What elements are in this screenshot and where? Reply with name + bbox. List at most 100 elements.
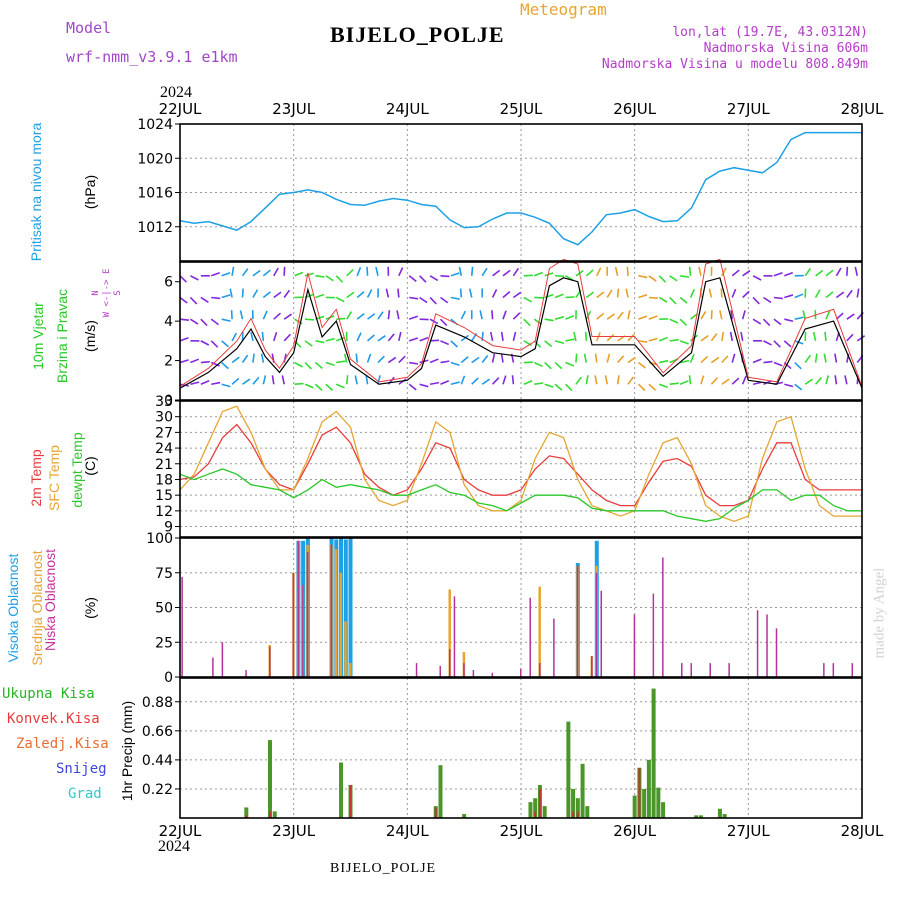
wind-barb bbox=[440, 360, 450, 364]
wind-barb bbox=[429, 275, 439, 282]
wind-barb bbox=[804, 378, 814, 385]
wind-barb bbox=[387, 310, 391, 320]
y-tick-label: 0.22 bbox=[142, 782, 173, 798]
wind-barb bbox=[731, 377, 740, 385]
precip-conv-bar bbox=[576, 811, 579, 818]
wind-barb bbox=[460, 334, 469, 342]
wind-barb bbox=[585, 269, 594, 277]
wind-barb bbox=[721, 355, 729, 364]
wind-barb bbox=[846, 289, 853, 298]
wind-barb bbox=[846, 313, 855, 320]
wind-barb bbox=[241, 354, 249, 363]
wind-barb bbox=[596, 291, 605, 299]
wind-barb bbox=[689, 353, 695, 363]
wind-barb bbox=[440, 275, 450, 278]
y-tick-label: 4 bbox=[164, 314, 173, 330]
wind-barb bbox=[606, 313, 615, 320]
wind-barb bbox=[564, 383, 573, 392]
wind-barb bbox=[823, 353, 827, 363]
wind-barb bbox=[304, 272, 314, 277]
wind-barb bbox=[210, 361, 220, 367]
wind-barb bbox=[179, 337, 189, 342]
precip-total-bar bbox=[244, 807, 249, 818]
precip-conv-bar bbox=[268, 811, 271, 818]
wind-barb bbox=[242, 378, 251, 385]
cloud-low-bar bbox=[221, 642, 224, 677]
wind-barb bbox=[752, 358, 762, 364]
wind-barb bbox=[221, 271, 231, 277]
wind-barb bbox=[200, 360, 210, 364]
wind-barb bbox=[200, 318, 208, 327]
panel-frame bbox=[179, 261, 863, 401]
wind-barb bbox=[221, 383, 231, 388]
wind-barb bbox=[794, 383, 803, 391]
wind-barb bbox=[491, 310, 494, 320]
wind-barb bbox=[700, 375, 705, 385]
wind-barb bbox=[458, 266, 463, 276]
wind-barb bbox=[345, 375, 349, 385]
wind-barb bbox=[252, 289, 259, 298]
wind-barb bbox=[616, 375, 620, 385]
y-tick-label: 1016 bbox=[137, 186, 173, 202]
precip-total-bar bbox=[339, 762, 344, 818]
wind-barb bbox=[763, 340, 772, 346]
wind-barb bbox=[377, 375, 381, 385]
wind-barb bbox=[314, 361, 323, 369]
cloud-high-bar bbox=[343, 539, 348, 677]
wind-barb bbox=[335, 383, 345, 389]
wind-barb bbox=[346, 269, 354, 277]
wind-barb bbox=[638, 275, 648, 279]
panel-frame bbox=[179, 537, 863, 678]
wind-barb bbox=[294, 361, 303, 368]
y-tick-label: 0.88 bbox=[142, 695, 173, 711]
wind-barb bbox=[627, 376, 634, 385]
wind-barb bbox=[261, 331, 265, 341]
wind-barb bbox=[575, 376, 583, 385]
wind-barb bbox=[179, 318, 190, 322]
wind-barb bbox=[544, 272, 554, 277]
wind-barb bbox=[659, 359, 669, 364]
wind-barb bbox=[856, 335, 866, 342]
wind-barb bbox=[366, 289, 373, 298]
cloud-low-bar bbox=[690, 663, 692, 677]
wind-barb bbox=[512, 267, 520, 277]
wind-barb bbox=[398, 355, 406, 364]
wind-barb bbox=[366, 353, 372, 363]
wind-barb bbox=[262, 310, 268, 320]
precip-total-bar bbox=[438, 765, 443, 818]
wind-barb bbox=[773, 318, 782, 326]
wind-barb bbox=[585, 291, 595, 299]
wind-barb bbox=[450, 340, 459, 348]
wind-barb bbox=[440, 296, 449, 304]
wind-barb bbox=[731, 269, 740, 277]
wind-barb bbox=[742, 290, 750, 299]
wind-barb bbox=[354, 375, 358, 385]
wind-barb bbox=[304, 383, 314, 389]
wind-barb bbox=[468, 288, 473, 298]
wind-barb bbox=[470, 266, 474, 276]
precip-conv-bar bbox=[434, 807, 437, 818]
wind-barb bbox=[419, 275, 427, 283]
precip-legend-hail: Grad bbox=[68, 786, 102, 802]
bottom-day-tick-label: 25JUL bbox=[500, 822, 543, 840]
wind-barb bbox=[834, 375, 838, 385]
precip-total-bar bbox=[528, 802, 533, 818]
wind-barb bbox=[648, 315, 658, 320]
wind-barb bbox=[804, 268, 812, 277]
y-tick-label: 33 bbox=[155, 394, 173, 410]
precip-total-bar bbox=[571, 788, 576, 818]
wind-barb bbox=[523, 340, 533, 347]
wind-barb bbox=[554, 293, 564, 299]
wind-barb bbox=[794, 316, 804, 320]
lonlat-text: lon,lat (19.7E, 43.0312N) bbox=[672, 25, 868, 40]
wind-barb bbox=[439, 318, 448, 327]
wind-barb bbox=[565, 314, 575, 320]
wind-barb bbox=[669, 382, 679, 386]
wind-barb bbox=[679, 296, 688, 304]
wind-barb bbox=[604, 375, 608, 385]
model-altitude-text: Nadmorska Visina u modelu 808.849m bbox=[601, 57, 868, 72]
wind-barb bbox=[210, 318, 219, 326]
precip-total-bar bbox=[533, 798, 538, 818]
wind-barb bbox=[625, 288, 629, 298]
wind-barb bbox=[814, 376, 823, 385]
